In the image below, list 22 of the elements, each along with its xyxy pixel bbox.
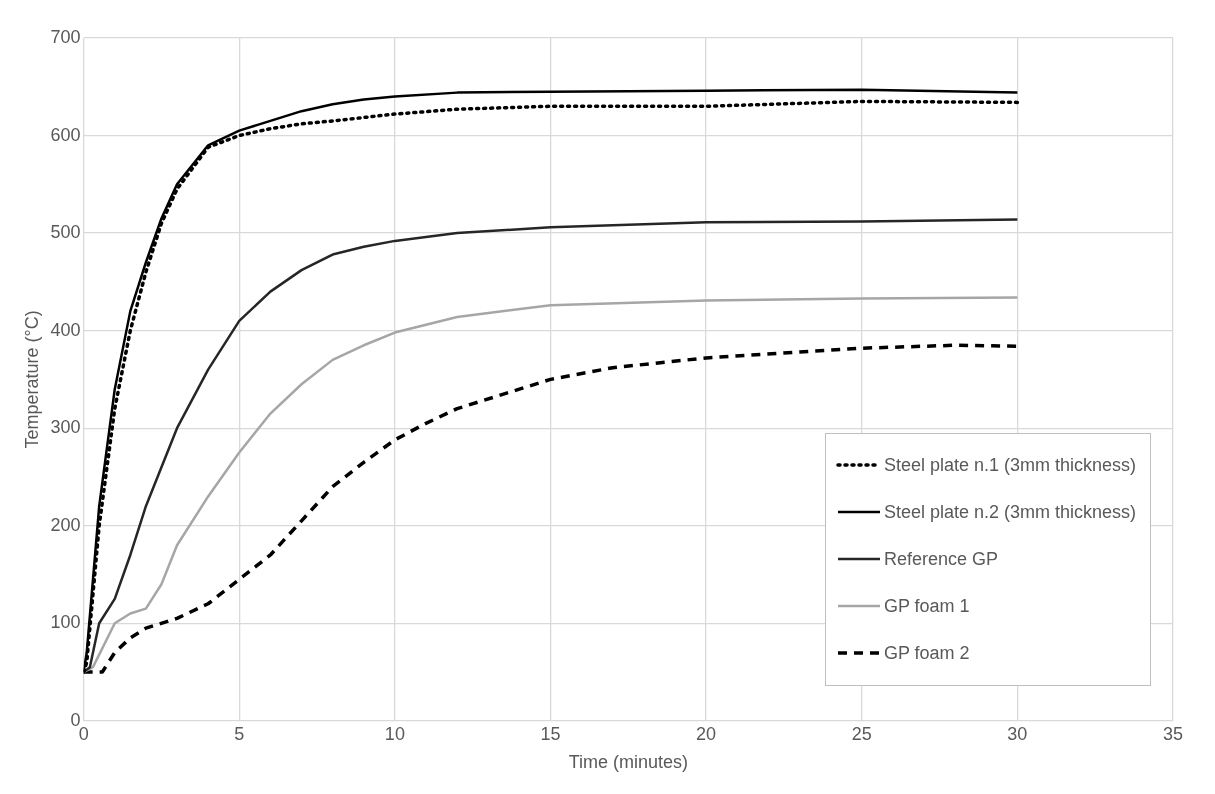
- y-tick-label: 200: [50, 514, 81, 535]
- y-tick-label: 600: [50, 124, 81, 145]
- x-tick-label: 5: [234, 723, 245, 744]
- legend-label: GP foam 1: [883, 595, 971, 617]
- x-tick-label: 30: [1007, 723, 1028, 744]
- y-tick-label: 500: [50, 222, 81, 243]
- x-tick-label: 15: [540, 723, 561, 744]
- legend-label: Reference GP: [883, 548, 999, 570]
- x-tick-label: 10: [384, 723, 405, 744]
- x-tick-label: 25: [851, 723, 872, 744]
- y-tick-label: 400: [50, 319, 81, 340]
- y-axis-title: Temperature (°C): [21, 310, 42, 449]
- y-tick-label: 100: [50, 612, 81, 633]
- legend-label: Steel plate n.2 (3mm thickness): [883, 501, 1137, 523]
- y-tick-label: 0: [70, 709, 81, 730]
- legend-label: GP foam 2: [883, 642, 971, 664]
- y-tick-label: 700: [50, 26, 81, 47]
- x-tick-label: 20: [696, 723, 717, 744]
- x-axis-title: Time (minutes): [568, 752, 688, 773]
- x-tick-label: 35: [1162, 723, 1184, 744]
- legend-label: Steel plate n.1 (3mm thickness): [883, 454, 1137, 476]
- y-tick-label: 300: [50, 417, 81, 438]
